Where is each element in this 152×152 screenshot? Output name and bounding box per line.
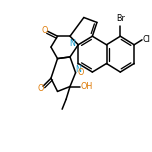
Text: N: N	[69, 39, 75, 48]
Text: N: N	[75, 66, 81, 74]
Text: OH: OH	[81, 82, 93, 91]
Text: O: O	[78, 68, 84, 77]
Text: O: O	[41, 26, 48, 35]
Text: Br: Br	[116, 14, 125, 23]
Text: Cl: Cl	[143, 35, 151, 44]
Text: O: O	[38, 84, 44, 93]
